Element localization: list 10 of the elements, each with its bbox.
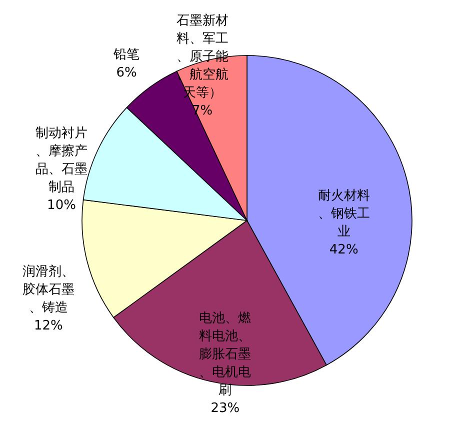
slice-label: 铅笔 — [112, 48, 140, 63]
data-label: 12% — [34, 318, 63, 334]
slice-label: 润滑剂、胶体石墨、铸造 — [22, 263, 74, 316]
data-label: 10% — [47, 198, 76, 214]
slice-label: 电池、燃料电池、膨胀石墨、电机电刷 — [199, 311, 252, 398]
slice-label: 制动衬片、摩擦产品、石墨制品 — [36, 126, 88, 196]
slice-label: 耐火材料、钢铁工业 — [318, 188, 370, 240]
data-label: 23% — [210, 401, 240, 416]
data-label: 6% — [116, 66, 137, 81]
data-label: 42% — [329, 242, 358, 258]
